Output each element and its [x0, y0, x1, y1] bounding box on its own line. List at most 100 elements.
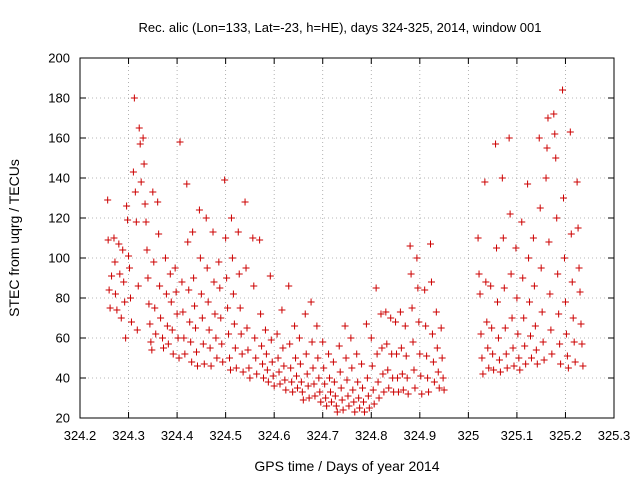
- data-point: [425, 388, 433, 396]
- data-point: [336, 368, 344, 376]
- data-point: [354, 378, 362, 386]
- data-point: [423, 352, 431, 360]
- data-point: [345, 402, 353, 410]
- data-point: [301, 310, 309, 318]
- data-point: [555, 310, 563, 318]
- data-point: [401, 322, 409, 330]
- data-point: [134, 282, 142, 290]
- data-point: [133, 326, 141, 334]
- data-point: [143, 246, 151, 254]
- data-point: [433, 344, 441, 352]
- data-point: [192, 324, 200, 332]
- data-point: [322, 394, 330, 402]
- data-point: [281, 376, 289, 384]
- data-point: [404, 390, 412, 398]
- data-point: [569, 314, 577, 322]
- data-point: [540, 356, 548, 364]
- data-point: [396, 308, 404, 316]
- data-point: [262, 350, 270, 358]
- data-point: [559, 86, 567, 94]
- data-point: [229, 290, 237, 298]
- data-point: [297, 378, 305, 386]
- data-point: [231, 344, 239, 352]
- data-point: [428, 330, 436, 338]
- data-point: [155, 230, 163, 238]
- data-point: [323, 402, 331, 410]
- data-point: [493, 298, 501, 306]
- data-point: [434, 368, 442, 376]
- data-point: [282, 386, 290, 394]
- data-point: [289, 388, 297, 396]
- data-point: [552, 154, 560, 162]
- data-point: [571, 358, 579, 366]
- data-point: [256, 236, 264, 244]
- data-point: [319, 338, 327, 346]
- data-point: [235, 270, 243, 278]
- data-point: [309, 364, 317, 372]
- data-point: [179, 308, 187, 316]
- data-point: [288, 378, 296, 386]
- data-point: [379, 370, 387, 378]
- data-point: [513, 294, 521, 302]
- data-point: [236, 304, 244, 312]
- data-point: [426, 240, 434, 248]
- data-point: [132, 218, 140, 226]
- data-point: [178, 278, 186, 286]
- data-point: [287, 364, 295, 372]
- data-point: [292, 354, 300, 362]
- data-point: [226, 366, 234, 374]
- data-point: [488, 324, 496, 332]
- data-point: [474, 234, 482, 242]
- data-point: [348, 364, 356, 372]
- data-point: [430, 378, 438, 386]
- data-point: [216, 284, 224, 292]
- data-point: [308, 338, 316, 346]
- data-point: [264, 378, 272, 386]
- data-point: [574, 224, 582, 232]
- data-point: [503, 364, 511, 372]
- data-point: [524, 180, 532, 188]
- data-point: [162, 290, 170, 298]
- data-point: [489, 350, 497, 358]
- data-point: [526, 298, 534, 306]
- data-point: [223, 274, 231, 282]
- data-point: [185, 286, 193, 294]
- data-point: [149, 188, 157, 196]
- data-point: [387, 314, 395, 322]
- data-point: [291, 322, 299, 330]
- data-point: [156, 282, 164, 290]
- data-point: [144, 274, 152, 282]
- data-point: [258, 342, 266, 350]
- data-point: [320, 364, 328, 372]
- data-point: [159, 344, 167, 352]
- data-point: [546, 290, 554, 298]
- data-point: [509, 344, 517, 352]
- data-point: [533, 360, 541, 368]
- x-tick-label: 324.8: [355, 428, 388, 443]
- data-point: [302, 350, 310, 358]
- data-point: [147, 338, 155, 346]
- data-point: [193, 362, 201, 370]
- data-point: [500, 284, 508, 292]
- data-point: [553, 214, 561, 222]
- data-point: [332, 402, 340, 410]
- data-point: [512, 244, 520, 252]
- data-point: [321, 380, 329, 388]
- data-point: [296, 360, 304, 368]
- data-point: [183, 180, 191, 188]
- y-tick-label: 60: [56, 331, 70, 346]
- data-point: [481, 178, 489, 186]
- data-point: [239, 368, 247, 376]
- data-point: [394, 388, 402, 396]
- data-point: [547, 326, 555, 334]
- data-point: [341, 322, 349, 330]
- data-point: [285, 282, 293, 290]
- data-point: [164, 340, 172, 348]
- data-point: [485, 364, 493, 372]
- data-point: [218, 340, 226, 348]
- data-point: [515, 354, 523, 362]
- data-point: [315, 374, 323, 382]
- data-point: [226, 354, 234, 362]
- data-point: [286, 340, 294, 348]
- y-tick-label: 100: [48, 251, 70, 266]
